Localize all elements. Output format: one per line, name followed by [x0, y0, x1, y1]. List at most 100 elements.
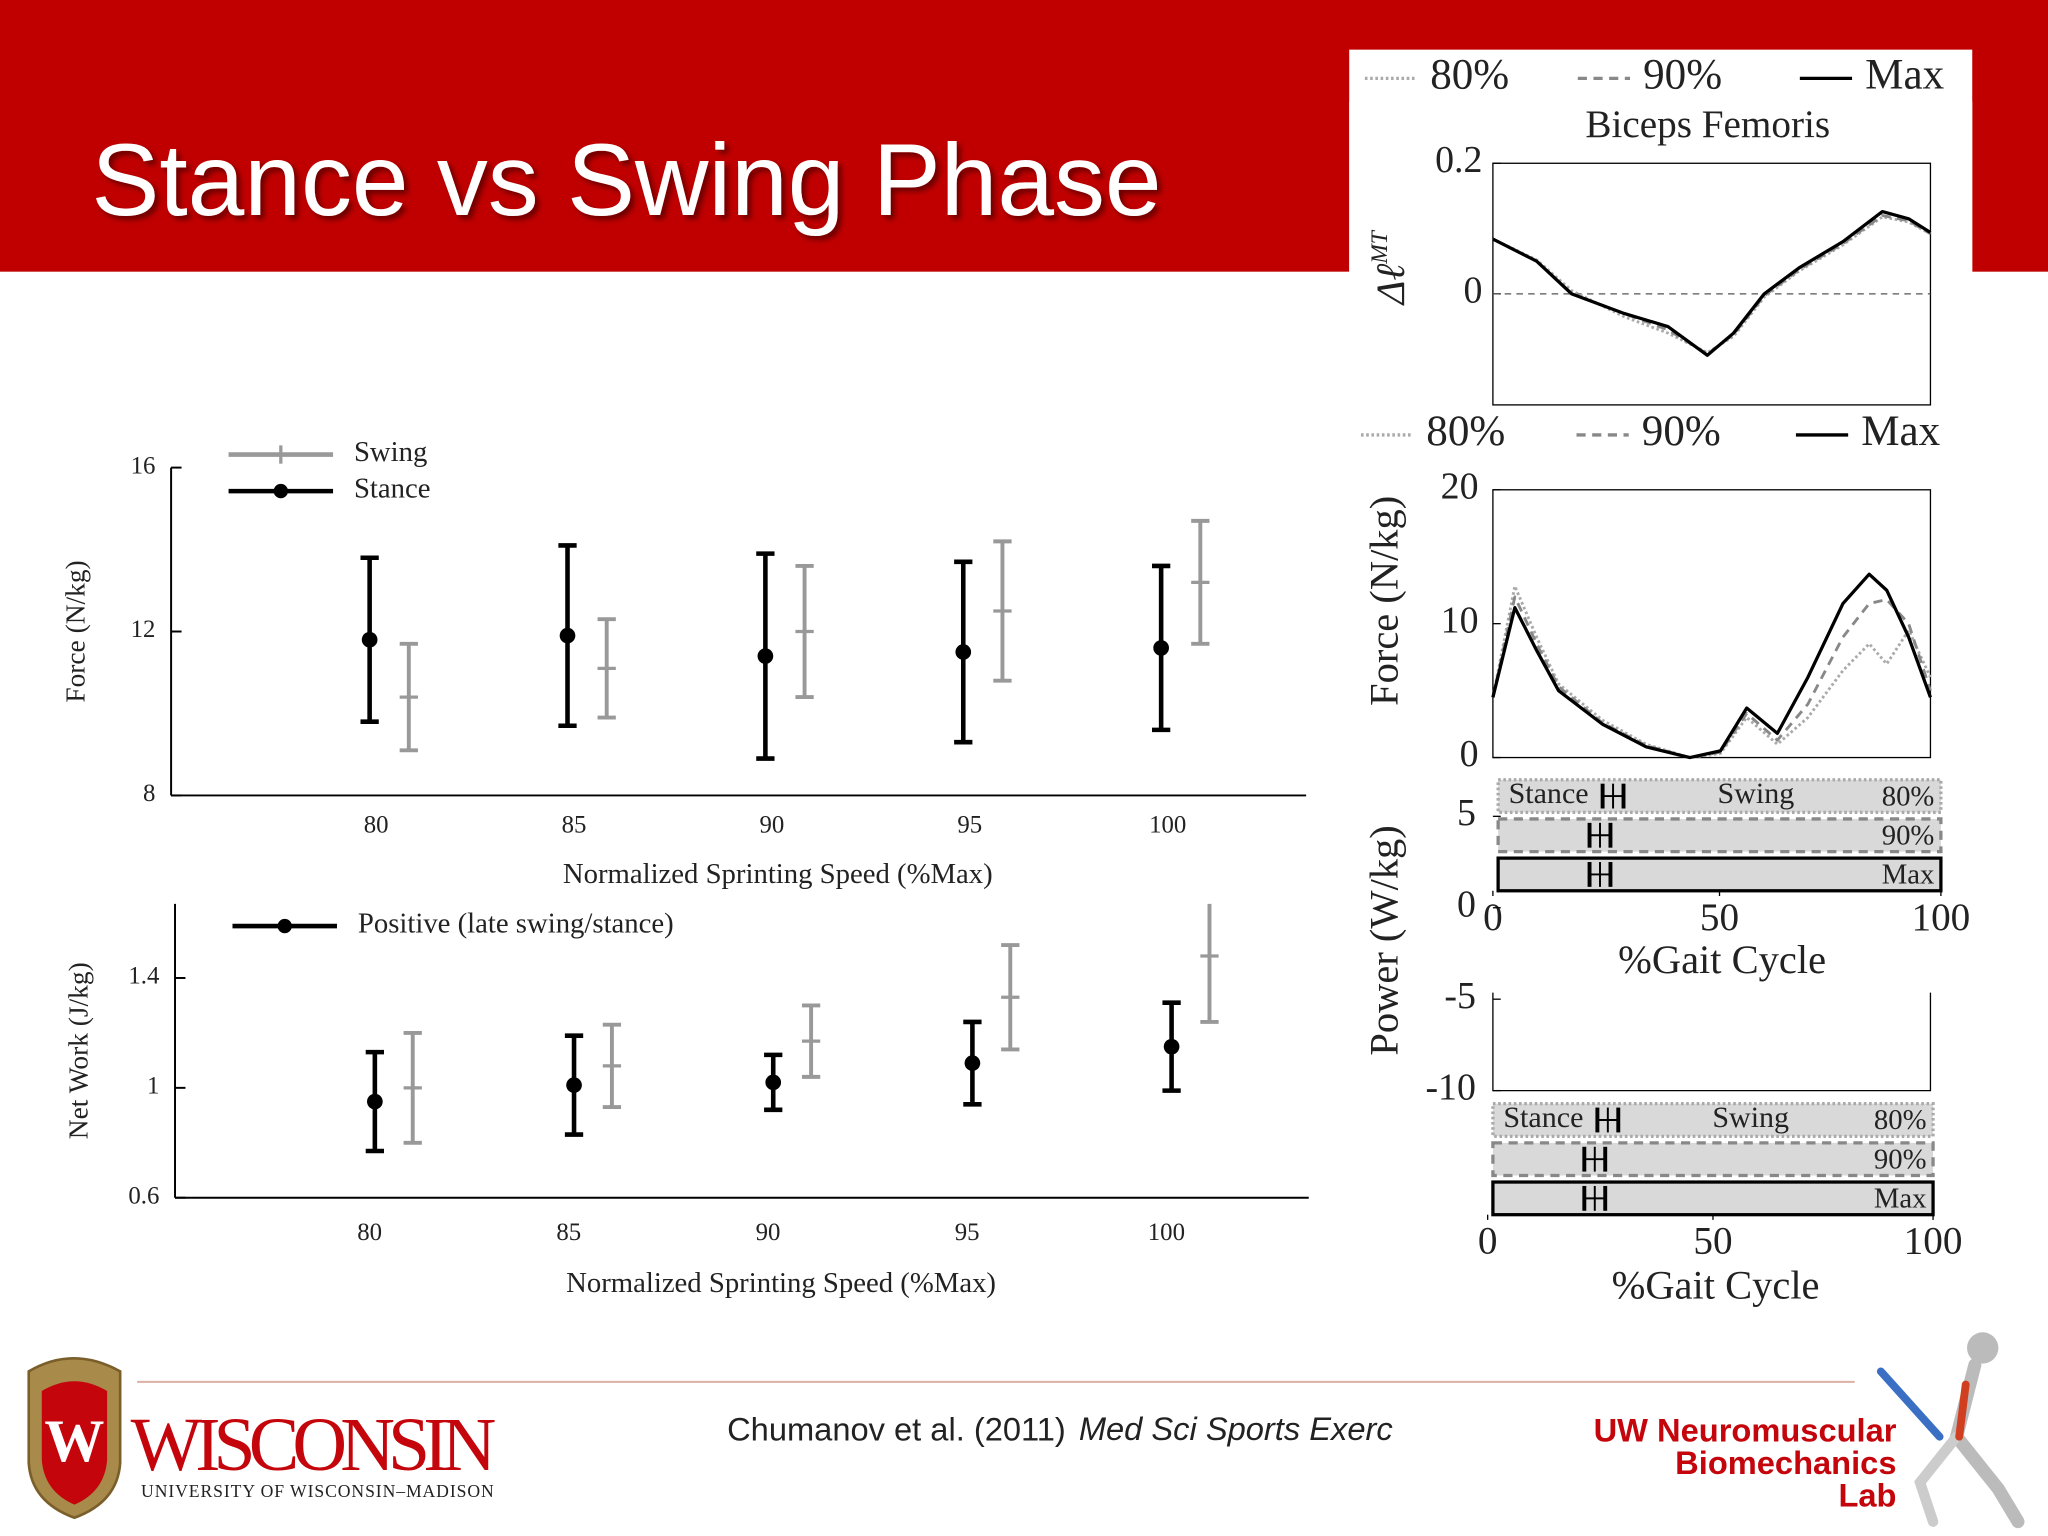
lab-name: Lab: [1838, 1477, 1896, 1514]
crest-letter: W: [44, 1407, 104, 1474]
y-tick-label: 20: [1441, 465, 1479, 507]
phase-bar-label: Max: [1874, 1183, 1927, 1215]
chart-title: Biceps Femoris: [1585, 103, 1830, 146]
phase-bar: [1496, 856, 1943, 893]
phase-bar-label: 90%: [1874, 1143, 1927, 1175]
legend-label: 90%: [1643, 51, 1722, 98]
point: [765, 1074, 782, 1091]
phase-bar: [1491, 1141, 1935, 1178]
x-axis-label: %Gait Cycle: [1612, 1262, 1820, 1307]
phase-bar-label: 80%: [1874, 1104, 1927, 1136]
y-tick-label: 10: [1441, 599, 1479, 641]
series-line: [1491, 595, 1932, 759]
y-tick-label: -10: [1425, 1066, 1475, 1108]
legend-label: 90%: [1642, 408, 1721, 455]
y-tick-label: 16: [131, 452, 156, 479]
phase-bar: [1496, 778, 1943, 815]
x-tick-label: 90: [760, 811, 785, 838]
x-tick-label: 80: [364, 811, 389, 838]
crest: W: [27, 1357, 122, 1520]
figure-muscle: [1955, 1380, 1970, 1441]
x-tick-label: 0: [1478, 1220, 1498, 1263]
y-axis-label: Force (N/kg): [1362, 496, 1407, 706]
figure-panel: [1349, 101, 1973, 275]
x-tick-label: 95: [955, 1219, 980, 1246]
legend-label: Max: [1865, 51, 1944, 98]
y-axis-label: Net Work (J/kg): [63, 962, 93, 1139]
point: [1153, 640, 1169, 656]
y-tick-label: 0.6: [128, 1182, 159, 1209]
point: [757, 648, 774, 664]
x-axis-label: Normalized Sprinting Speed (%Max): [563, 858, 993, 890]
point: [361, 631, 378, 648]
x-tick-label: 100: [1904, 1220, 1963, 1263]
figure-muscle: [1876, 1367, 1944, 1441]
x-tick-label: 100: [1148, 1219, 1185, 1246]
phase-label: Swing: [1712, 1101, 1789, 1134]
point: [566, 1077, 582, 1093]
y-tick-label: 1: [147, 1073, 159, 1100]
series-line: [1491, 584, 1932, 759]
phase-bar: [1491, 1102, 1935, 1138]
university-name: WISCONSIN: [131, 1403, 497, 1487]
crest-inner: [41, 1381, 108, 1505]
legend-label: Stance: [354, 473, 431, 505]
series-line: [1491, 572, 1932, 760]
x-tick-label: 100: [1149, 811, 1186, 838]
y-tick-label: 0: [1460, 733, 1479, 775]
y-axis-label: Force (N/kg): [61, 560, 91, 702]
phase-label: Stance: [1509, 777, 1589, 810]
x-tick-label: 80: [357, 1219, 382, 1246]
citation: Chumanov et al. (2011): [727, 1410, 1066, 1447]
y-tick-label: 12: [131, 616, 156, 643]
slide-title: Stance vs Swing Phase: [91, 123, 1161, 237]
phase-label: Stance: [1503, 1101, 1583, 1134]
series-line: [1492, 215, 1932, 355]
phase-bar: [1496, 817, 1943, 854]
y-axis-label: Power (W/kg): [1362, 825, 1407, 1055]
citation-authors: Chumanov et al. (2011): [727, 1410, 1066, 1447]
x-tick-label: 95: [957, 811, 982, 838]
y-tick-label: 8: [143, 780, 155, 807]
x-tick-label: 50: [1693, 1220, 1732, 1263]
chart: 0.6 1 1.4 Net Work (J/kg) 80 85 90 95 100 Normali…: [63, 903, 1309, 1299]
x-tick-label: 50: [1700, 896, 1739, 939]
phase-bar-label: Max: [1882, 859, 1935, 891]
y-tick-label: 5: [1457, 792, 1476, 834]
lab-figure: [1876, 1332, 2025, 1529]
x-tick-label: 100: [1912, 896, 1971, 939]
figure-head: [1967, 1332, 1999, 1364]
point: [964, 1055, 981, 1071]
point: [367, 1093, 383, 1110]
y-tick-label: 0.2: [1435, 139, 1482, 181]
plot-frame: [1492, 162, 1932, 406]
x-tick-label: 90: [756, 1219, 781, 1246]
legend-label: 80%: [1426, 408, 1505, 455]
phase-bar: [1491, 1180, 1935, 1217]
lab-name: Biomechanics: [1675, 1444, 1896, 1481]
y-tick-label: -5: [1444, 975, 1476, 1017]
chart: 8 12 16 Force (N/kg) 80 85 90 95 100 Normalized S…: [61, 436, 1307, 890]
data: [365, 903, 1219, 1154]
x-tick-label: 85: [556, 1219, 581, 1246]
phase-bar-label: 80%: [1882, 780, 1935, 812]
y-axis-label-sup: MT: [1367, 229, 1393, 265]
legend-label: Swing: [354, 436, 427, 468]
y-tick-label: 1.4: [128, 963, 160, 990]
y-tick-label: 0: [1464, 270, 1483, 312]
point: [1163, 1038, 1180, 1055]
plot-frame: [1492, 489, 1932, 759]
chart: 0 10 20 Force (N/kg) 80% 90% Max 80% 90% Max Stanc…: [1360, 408, 1971, 982]
citation-journal: Med Sci Sports Exerc: [1079, 1410, 1393, 1447]
x-axis-label: %Gait Cycle: [1618, 937, 1826, 982]
legend-marker: [277, 918, 292, 934]
phase-label: Swing: [1718, 777, 1795, 810]
point: [559, 627, 576, 644]
x-axis-label: Normalized Sprinting Speed (%Max): [566, 1267, 996, 1299]
data: [360, 518, 1210, 761]
x-tick-label: 0: [1483, 896, 1503, 939]
